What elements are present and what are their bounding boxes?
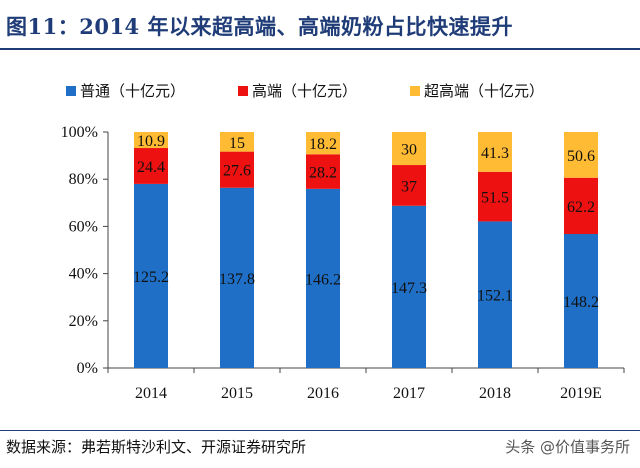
bar-segment-高端十亿元-2018 <box>478 171 512 222</box>
data-label-普通十亿元-2014: 125.2 <box>133 269 169 286</box>
bar-segment-普通十亿元-2016 <box>306 188 340 368</box>
data-label-普通十亿元-2018: 152.1 <box>477 288 513 305</box>
data-label-高端十亿元-2014: 24.4 <box>137 159 165 176</box>
bar-segment-普通十亿元-2018 <box>478 221 512 368</box>
y-tick-label: 20% <box>69 313 98 330</box>
bar-segment-超高端十亿元-2016 <box>306 132 340 155</box>
data-label-高端十亿元-2019E: 62.2 <box>567 199 595 216</box>
x-tick-label: 2017 <box>393 385 425 402</box>
bar-segment-普通十亿元-2019E <box>564 233 598 368</box>
bar-segment-普通十亿元-2015 <box>220 187 254 368</box>
bar-segment-超高端十亿元-2017 <box>392 132 426 166</box>
chart-axes: 0% 20% 40% 60% 80% 100% 2014 2015 2016 2017 2018 20… <box>61 124 625 402</box>
data-label-超高端十亿元-2016: 18.2 <box>309 136 337 153</box>
bar-segment-超高端十亿元-2018 <box>478 132 512 172</box>
chart-bars <box>134 132 598 368</box>
bar-segment-普通十亿元-2017 <box>392 205 426 368</box>
x-tick-label: 2016 <box>307 385 339 402</box>
y-tick-label: 0% <box>77 360 98 377</box>
bar-segment-超高端十亿元-2014 <box>134 132 168 149</box>
bar-segment-高端十亿元-2015 <box>220 151 254 188</box>
source-note: 数据来源：弗若斯特沙利文、开源证券研究所 <box>6 438 307 456</box>
stacked-bar-chart: 普通（十亿元） 高端（十亿元） 超高端（十亿元） 0% 20% 40% 60% 80% 100… <box>61 82 625 402</box>
y-tick-label: 40% <box>69 266 98 283</box>
legend-label-高端十亿元: 高端（十亿元） <box>252 82 357 100</box>
y-tick-label: 80% <box>69 171 98 188</box>
figure-title: 图11：2014 年以来超高端、高端奶粉占比快速提升 <box>6 14 513 39</box>
bar-segment-高端十亿元-2017 <box>392 165 426 206</box>
data-label-高端十亿元-2016: 28.2 <box>309 165 337 182</box>
y-tick-label: 100% <box>61 124 98 141</box>
legend-swatch-普通十亿元 <box>66 86 76 96</box>
x-tick-label: 2018 <box>479 385 511 402</box>
data-label-高端十亿元-2015: 27.6 <box>223 163 251 180</box>
legend-label-普通十亿元: 普通（十亿元） <box>80 82 185 100</box>
bar-segment-超高端十亿元-2019E <box>564 132 598 178</box>
title-divider <box>0 48 640 50</box>
chart-data-labels: 125.2 24.4 10.9 137.8 27.6 15 146.2 28.2 18.2 147… <box>133 133 599 311</box>
y-tick-label: 60% <box>69 218 98 235</box>
x-tick-label: 2015 <box>221 385 253 402</box>
source-divider <box>0 430 640 431</box>
data-label-普通十亿元-2016: 146.2 <box>305 271 341 288</box>
legend-label-超高端十亿元: 超高端（十亿元） <box>424 82 544 100</box>
bar-segment-普通十亿元-2014 <box>134 183 168 368</box>
data-label-超高端十亿元-2014: 10.9 <box>137 133 165 150</box>
figure-header: 图11：2014 年以来超高端、高端奶粉占比快速提升 <box>0 0 640 52</box>
watermark: 头条 @价值事务所 <box>505 438 630 456</box>
data-label-超高端十亿元-2015: 15 <box>229 135 245 152</box>
bar-segment-高端十亿元-2016 <box>306 154 340 189</box>
legend-swatch-超高端十亿元 <box>410 86 420 96</box>
legend-swatch-高端十亿元 <box>238 86 248 96</box>
data-label-超高端十亿元-2017: 30 <box>401 142 417 159</box>
data-label-普通十亿元-2017: 147.3 <box>391 280 427 297</box>
data-label-普通十亿元-2015: 137.8 <box>219 271 255 288</box>
data-label-高端十亿元-2017: 37 <box>401 178 417 195</box>
x-tick-label: 2019E <box>560 385 602 402</box>
bar-segment-超高端十亿元-2015 <box>220 132 254 152</box>
data-label-普通十亿元-2019E: 148.2 <box>563 294 599 311</box>
data-label-超高端十亿元-2018: 41.3 <box>481 145 509 162</box>
data-label-超高端十亿元-2019E: 50.6 <box>567 148 595 165</box>
bar-segment-高端十亿元-2019E <box>564 177 598 234</box>
chart-legend: 普通（十亿元） 高端（十亿元） 超高端（十亿元） <box>66 82 544 100</box>
data-label-高端十亿元-2018: 51.5 <box>481 190 509 207</box>
x-tick-label: 2014 <box>135 385 167 402</box>
bar-segment-高端十亿元-2014 <box>134 148 168 184</box>
